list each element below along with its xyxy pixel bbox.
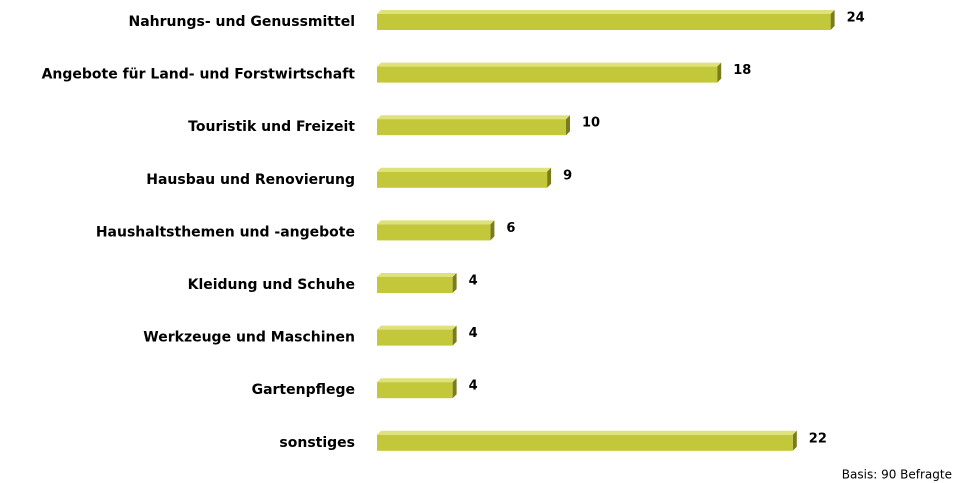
category-label: Kleidung und Schuhe <box>188 277 355 293</box>
bar <box>377 434 793 451</box>
category-label: sonstiges <box>279 435 355 451</box>
bar <box>377 277 453 293</box>
bar-side <box>717 62 722 83</box>
bar-top <box>377 273 457 277</box>
bar-top <box>377 115 570 120</box>
category-label: Nahrungs- und Genussmittel <box>129 14 356 30</box>
bar <box>377 119 566 136</box>
bar <box>377 66 718 83</box>
value-label: 4 <box>469 274 478 289</box>
category-label: Werkzeuge und Maschinen <box>143 330 355 346</box>
value-label: 6 <box>506 221 515 236</box>
bar <box>377 382 453 399</box>
bar-side <box>452 325 457 346</box>
note: Basis: 90 Befragte <box>842 468 952 482</box>
bar-side <box>830 10 835 30</box>
category-label: Gartenpflege <box>252 382 355 398</box>
bar-top <box>377 325 457 330</box>
bar-side <box>547 167 552 188</box>
bar-side <box>566 115 570 136</box>
value-label: 18 <box>733 63 751 78</box>
bar <box>377 171 548 188</box>
value-label: 9 <box>563 168 572 183</box>
bar-top <box>377 10 835 14</box>
category-label: Angebote für Land- und Forstwirtschaft <box>42 67 356 83</box>
bar-side <box>792 430 797 451</box>
bar <box>377 224 491 241</box>
bar-top <box>377 167 552 172</box>
bar-side <box>452 378 457 399</box>
bar <box>377 329 453 346</box>
bar-side <box>452 273 457 293</box>
value-label: 4 <box>469 326 478 341</box>
value-label: 22 <box>809 431 827 446</box>
value-label: 24 <box>847 11 865 26</box>
value-label: 4 <box>469 379 478 394</box>
bar <box>377 14 831 30</box>
bar-top <box>377 430 797 435</box>
category-label: Haushaltsthemen und -angebote <box>96 224 355 240</box>
value-label: 10 <box>582 116 600 131</box>
category-label: Hausbau und Renovierung <box>146 172 355 188</box>
category-label: Touristik und Freizeit <box>188 119 355 135</box>
bar-top <box>377 378 457 383</box>
bar-top <box>377 62 722 67</box>
bar-top <box>377 220 495 225</box>
bar-side <box>490 220 495 241</box>
